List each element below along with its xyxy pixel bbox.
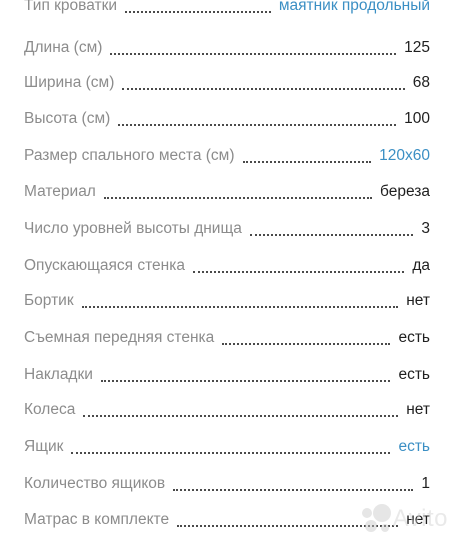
dotted-leader bbox=[125, 11, 271, 13]
spec-row-height: Высота (см) 100 bbox=[24, 105, 430, 129]
spec-value: нет bbox=[406, 292, 430, 309]
spec-row-crib-type: Тип кроватки маятник продольный bbox=[24, 0, 430, 16]
spec-label: Высота (см) bbox=[24, 110, 111, 127]
spec-value-link[interactable]: 120x60 bbox=[379, 147, 430, 164]
spec-row-bumper: Бортик нет bbox=[24, 287, 430, 311]
dotted-leader bbox=[173, 489, 414, 491]
spec-label: Число уровней высоты днища bbox=[24, 220, 242, 237]
spec-value: 100 bbox=[404, 110, 430, 127]
spec-value-link[interactable]: маятник продольный bbox=[278, 0, 430, 14]
spec-label: Количество ящиков bbox=[24, 475, 166, 492]
spec-value: нет bbox=[406, 401, 430, 418]
spec-label: Съемная передняя стенка bbox=[24, 329, 215, 346]
spec-label: Матрас в комплекте bbox=[24, 511, 170, 528]
spec-row-wheels: Колеса нет bbox=[24, 396, 430, 420]
spec-row-length: Длина (см) 125 bbox=[24, 34, 430, 58]
dotted-leader bbox=[81, 306, 399, 308]
dotted-leader bbox=[249, 234, 414, 236]
spec-row-material: Материал береза bbox=[24, 178, 430, 202]
spec-label: Длина (см) bbox=[24, 39, 103, 56]
spec-value: 3 bbox=[421, 220, 430, 237]
spec-label: Накладки bbox=[24, 366, 93, 383]
spec-value: есть bbox=[398, 366, 430, 383]
dotted-leader bbox=[192, 271, 405, 273]
dotted-leader bbox=[118, 124, 397, 126]
spec-label: Размер спального места (см) bbox=[24, 147, 235, 164]
spec-value-link[interactable]: есть bbox=[398, 438, 430, 455]
spec-value: есть bbox=[398, 329, 430, 346]
spec-row-mattress-included: Матрас в комплекте нет bbox=[24, 506, 430, 530]
dotted-leader bbox=[122, 88, 405, 90]
spec-row-drawer-count: Количество ящиков 1 bbox=[24, 470, 430, 494]
spec-label: Опускающаяся стенка bbox=[24, 257, 185, 274]
dotted-leader bbox=[100, 380, 391, 382]
spec-row-sleeping-size: Размер спального места (см) 120x60 bbox=[24, 142, 430, 166]
spec-row-width: Ширина (см) 68 bbox=[24, 69, 430, 93]
spec-value: 1 bbox=[421, 475, 430, 492]
dotted-leader bbox=[103, 197, 373, 199]
spec-label: Колеса bbox=[24, 401, 76, 418]
spec-label: Ящик bbox=[24, 438, 64, 455]
dotted-leader bbox=[71, 452, 391, 454]
spec-label: Тип кроватки bbox=[24, 0, 118, 14]
spec-row-drop-side: Опускающаяся стенка да bbox=[24, 252, 430, 276]
dotted-leader bbox=[110, 53, 397, 55]
spec-value: 68 bbox=[412, 74, 430, 91]
spec-value: 125 bbox=[404, 39, 430, 56]
dotted-leader bbox=[83, 415, 399, 417]
spec-value: береза bbox=[380, 183, 430, 200]
spec-value: нет bbox=[406, 511, 430, 528]
spec-label: Материал bbox=[24, 183, 96, 200]
spec-row-drawer: Ящик есть bbox=[24, 433, 430, 457]
spec-label: Ширина (см) bbox=[24, 74, 115, 91]
spec-row-removable-front: Съемная передняя стенка есть bbox=[24, 324, 430, 348]
dotted-leader bbox=[242, 161, 372, 163]
dotted-leader bbox=[222, 343, 391, 345]
spec-value: да bbox=[412, 257, 430, 274]
spec-row-base-levels: Число уровней высоты днища 3 bbox=[24, 215, 430, 239]
dotted-leader bbox=[177, 525, 399, 527]
spec-row-covers: Накладки есть bbox=[24, 361, 430, 385]
spec-label: Бортик bbox=[24, 292, 74, 309]
